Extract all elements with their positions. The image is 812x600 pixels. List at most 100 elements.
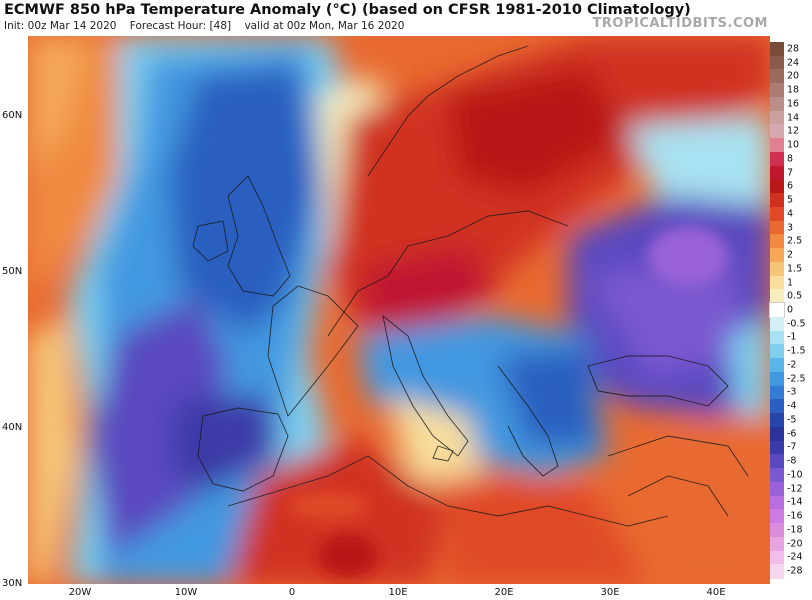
cyprus-levant (627, 475, 729, 517)
colorbar-tick-label: -10 (787, 469, 803, 481)
greece-coast (497, 365, 559, 477)
atlantic-warm-edge (28, 36, 88, 176)
map-canvas (28, 36, 770, 584)
lon-label-10e: 10E (388, 587, 408, 598)
turkey-coast (607, 435, 749, 477)
mideast-warm (648, 396, 770, 584)
baltic-warm-core (448, 66, 628, 196)
colorbar-swatch (770, 261, 784, 277)
lon-label-10w: 10W (174, 587, 198, 598)
colorbar-tick-label: -12 (787, 483, 803, 495)
biscay-cold-core (88, 296, 228, 556)
colorbar-tick-label: -16 (787, 510, 803, 522)
colorbar-tick-label: 18 (787, 84, 800, 96)
brand-watermark: TROPICALTIDBITS.COM (592, 16, 768, 31)
colorbar-swatch (770, 399, 784, 414)
france-outline (267, 285, 359, 417)
balkans-cold-core (498, 346, 598, 446)
colorbar-swatch (770, 509, 784, 524)
colorbar-swatch (770, 83, 784, 98)
iberia-cold (168, 396, 278, 496)
black-sea-outline (587, 355, 729, 407)
colorbar-swatch (770, 385, 784, 400)
colorbar-swatch (770, 454, 784, 469)
colorbar-tick-label: 7 (787, 167, 794, 179)
colorbar-swatch (770, 42, 784, 57)
colorbar-tick-label: -4 (787, 400, 797, 412)
colorbar-swatch (770, 289, 784, 304)
map-title: ECMWF 850 hPa Temperature Anomaly (°C) (… (4, 2, 691, 18)
colorbar-swatch (770, 248, 784, 263)
colorbar-legend: 28 24 20 18 16 14 12 10 8 7 6 5 4 3 2.5 2 1.5 1 0.5 0 -0.5 -1… (769, 36, 812, 584)
cold-max (648, 226, 728, 286)
colorbar-swatch (770, 440, 784, 455)
colorbar-tick-label: 1.5 (787, 263, 803, 275)
colorbar-swatch (770, 536, 784, 552)
britain-outline (227, 175, 291, 297)
colorbar-tick-label: -14 (787, 496, 803, 508)
colorbar-swatch (770, 110, 784, 126)
colorbar-swatch (770, 151, 784, 167)
colorbar-tick-label: -7 (787, 441, 797, 453)
colorbar-tick-label: -8 (787, 455, 797, 467)
colorbar-swatch (770, 413, 784, 428)
colorbar-tick-label: -18 (787, 524, 803, 536)
colorbar-tick-label: -6 (787, 428, 797, 440)
lat-label-60n: 60N (2, 110, 23, 121)
valid-time: valid at 00z Mon, Mar 16 2020 (244, 20, 405, 32)
colorbar-tick-label: -1 (787, 331, 797, 343)
colorbar-swatch (770, 165, 784, 181)
colorbar-swatch (770, 55, 784, 71)
colorbar-tick-label: 16 (787, 98, 800, 110)
colorbar-swatch (770, 179, 784, 194)
colorbar-tick-label: -20 (787, 538, 803, 550)
colorbar-swatch (770, 523, 784, 538)
lon-label-40e: 40E (706, 587, 726, 598)
colorbar-swatch (770, 206, 784, 222)
iberia-outline (197, 407, 289, 492)
forecast-hour: Forecast Hour: [48] (129, 20, 232, 32)
colorbar-swatch (770, 564, 784, 579)
colorbar-tick-label: 10 (787, 139, 800, 151)
colorbar-swatch (770, 330, 784, 345)
colorbar-tick-label: -24 (787, 551, 803, 563)
colorbar-swatch (770, 358, 784, 373)
colorbar-swatch (770, 275, 784, 290)
colorbar-tick-label: -0.5 (787, 318, 806, 330)
colorbar-tick-label: 8 (787, 153, 794, 165)
caucasus-cool (728, 316, 770, 416)
colorbar-swatch (770, 426, 784, 442)
colorbar-swatch (770, 69, 784, 84)
lat-label-30n: 30N (2, 578, 23, 589)
colorbar-tick-label: 3 (787, 222, 794, 234)
colorbar-swatch (770, 344, 784, 359)
ireland-outline (192, 220, 229, 262)
italy-outline (382, 314, 469, 457)
colorbar-swatch (770, 371, 784, 387)
colorbar-swatch (770, 220, 784, 235)
colorbar-tick-label: -1.5 (787, 345, 806, 357)
scandinavia-coast (367, 45, 529, 177)
colorbar-swatch (770, 481, 784, 497)
colorbar-tick-label: 4 (787, 208, 794, 220)
colorbar-swatch (770, 550, 784, 565)
ukraine-cold-inner (588, 256, 748, 376)
anomaly-map (28, 36, 770, 584)
colorbar-tick-label: 1 (787, 277, 794, 288)
uk-cool-core (168, 66, 318, 336)
colorbar-tick-label: 14 (787, 112, 800, 124)
libya-warm (448, 476, 648, 584)
colorbar-tick-label: -2 (787, 359, 797, 371)
colorbar-swatch (769, 302, 785, 319)
colorbar-swatch (770, 193, 784, 208)
colorbar-tick-label: 24 (787, 57, 800, 69)
colorbar-tick-label: 28 (787, 43, 800, 55)
colorbar-swatch (770, 316, 784, 332)
colorbar-tick-label: 2 (787, 249, 794, 261)
sahara-hot-spot (318, 534, 378, 578)
colorbar-tick-label: -28 (787, 565, 803, 577)
atlantic-warm-sw (28, 316, 78, 584)
init-time: Init: 00z Mar 14 2020 (4, 20, 117, 32)
colorbar-tick-label: -3 (787, 386, 797, 398)
colorbar-swatch (770, 96, 784, 112)
